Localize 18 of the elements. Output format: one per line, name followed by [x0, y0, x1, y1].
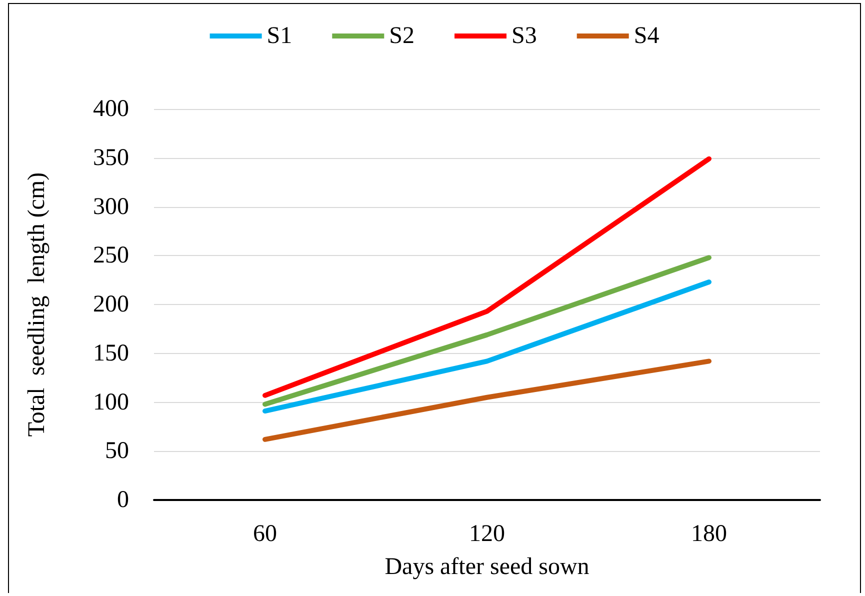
y-tick-label: 100 [93, 389, 129, 416]
y-tick-label: 400 [93, 96, 129, 122]
y-axis-title: Total seedling length (cm) [24, 172, 50, 437]
y-tick-label: 0 [117, 487, 129, 513]
x-tick-label: 180 [691, 521, 727, 547]
y-tick-label: 50 [105, 438, 129, 464]
y-tick-label: 150 [93, 340, 129, 366]
y-tick-label: 250 [93, 242, 129, 269]
x-tick-label: 60 [253, 521, 277, 547]
legend-label: S3 [512, 23, 537, 49]
legend-label: S2 [389, 23, 415, 49]
y-tick-label: 350 [93, 144, 129, 171]
legend-label: S1 [266, 23, 292, 49]
x-axis-title: Days after seed sown [384, 554, 590, 580]
x-tick-label: 120 [469, 521, 505, 547]
legend-label: S4 [634, 23, 660, 49]
y-tick-label: 300 [93, 194, 129, 220]
y-tick-label: 200 [93, 292, 129, 318]
